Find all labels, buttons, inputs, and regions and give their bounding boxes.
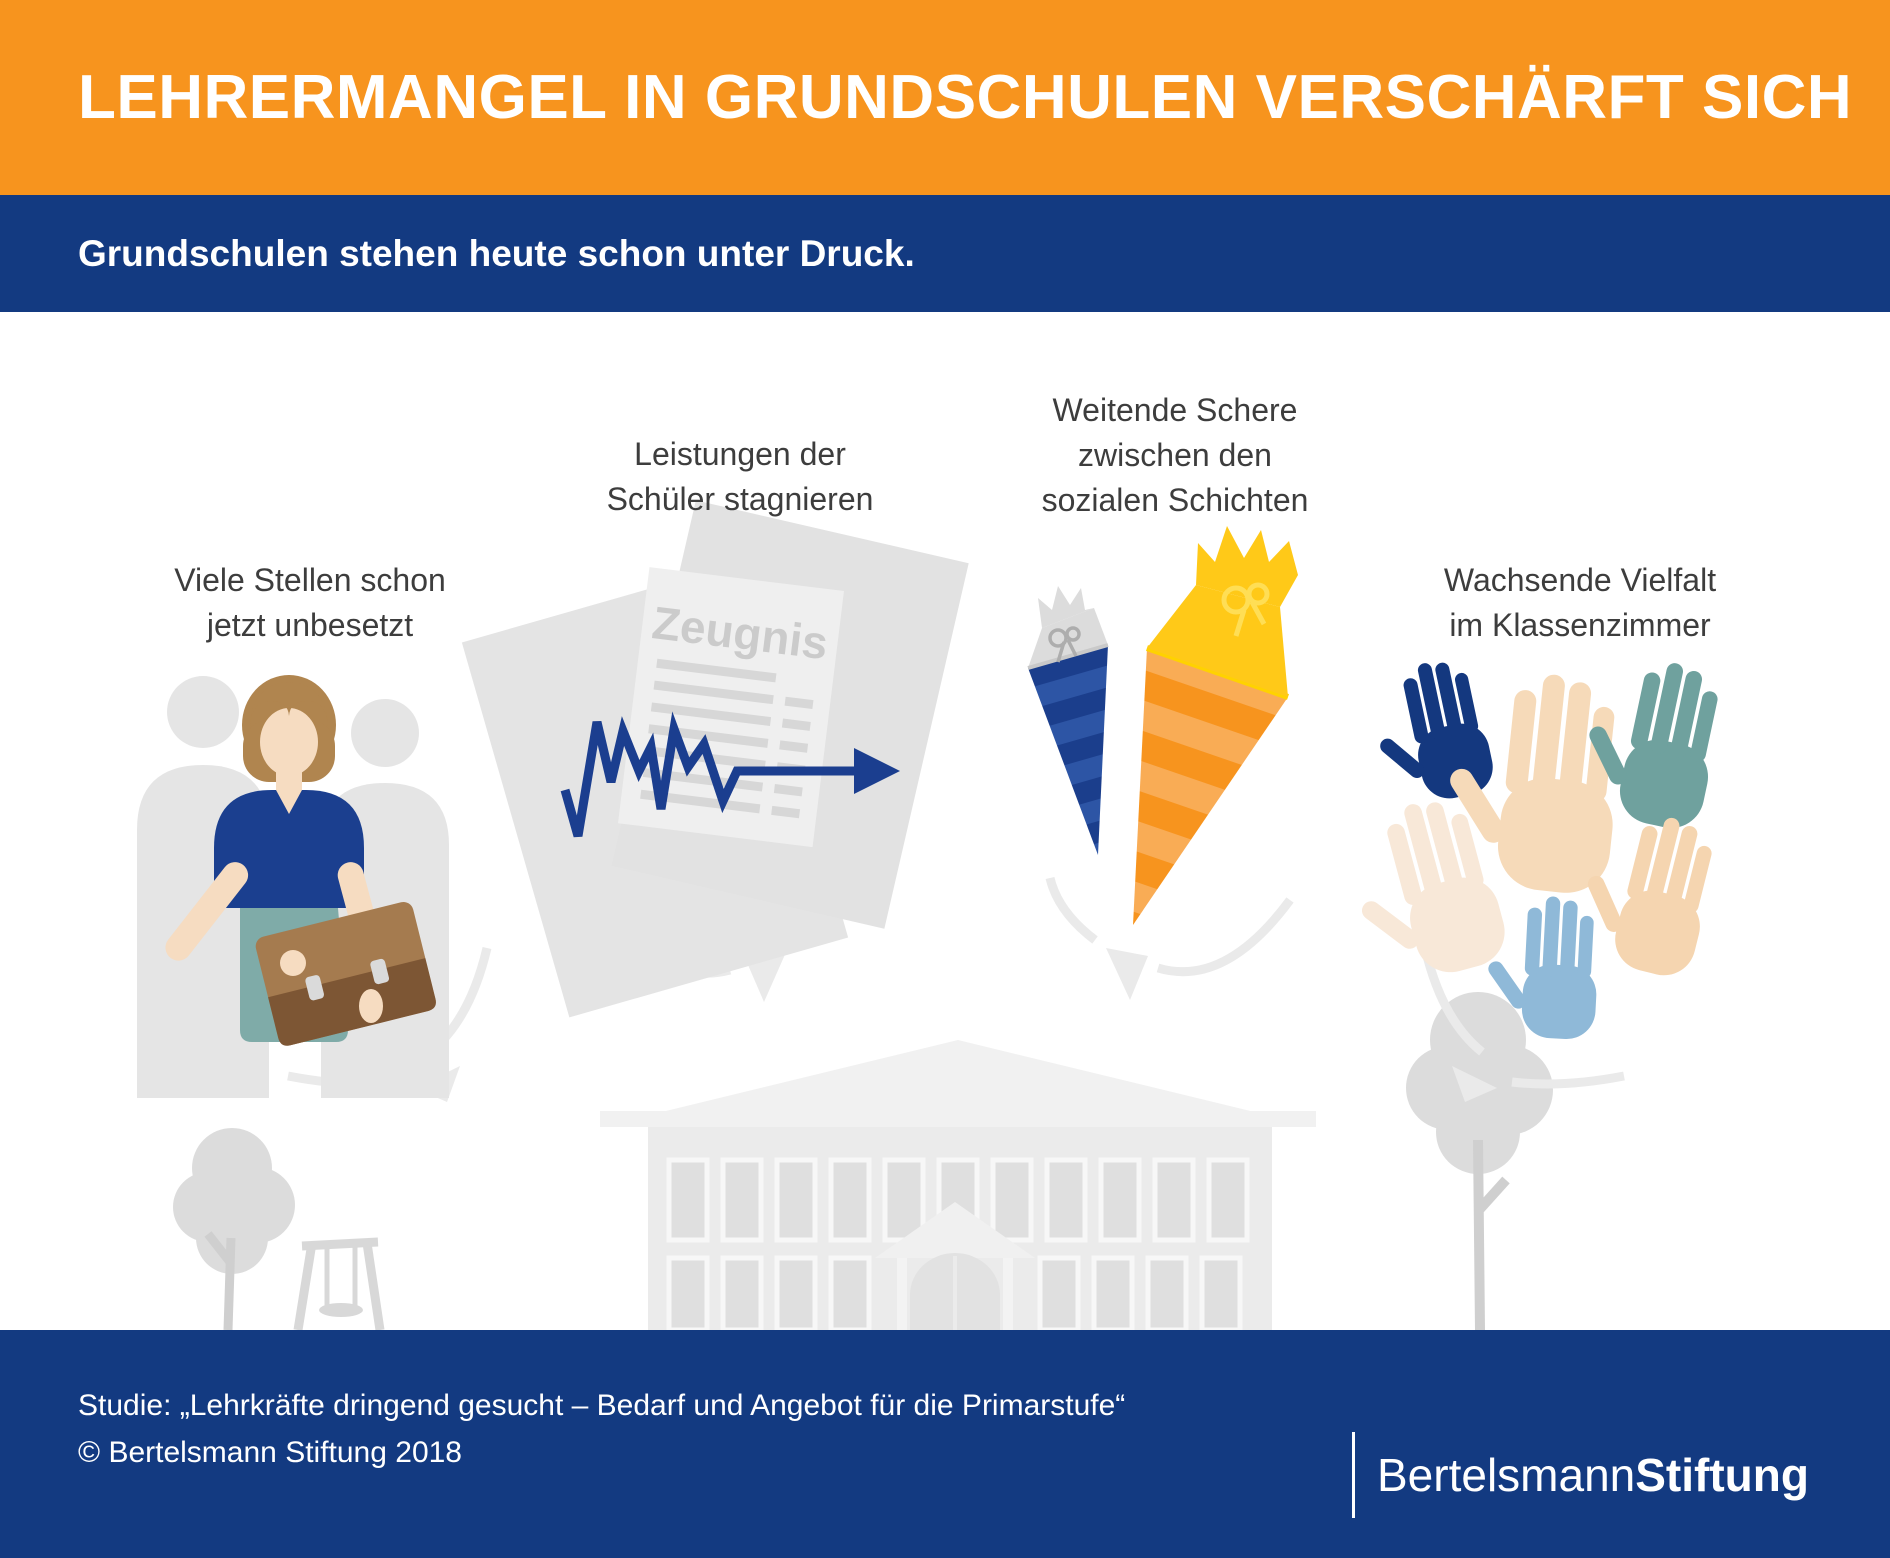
logo-text: BertelsmannStiftung [1377,1448,1809,1502]
caption-line: jetzt unbesetzt [206,607,414,643]
cone-bow-icon [1048,626,1081,663]
study-title: Studie: „Lehrkräfte dringend gesucht – B… [78,1389,1126,1422]
logo-text-bold: Stiftung [1635,1449,1809,1501]
large-school-cone [1133,526,1298,925]
caption-line: zwischen den [1078,437,1272,473]
logo-text-regular: Bertelsmann [1377,1449,1636,1501]
swing-illustration [293,1237,385,1330]
caption-line: Weitende Schere [1052,392,1298,428]
illustration-canvas: Zeugnis [137,500,1731,1330]
caption-line: im Klassenzimmer [1449,607,1711,643]
caption-line: Wachsende Vielfalt [1443,562,1717,598]
bertelsmann-stiftung-logo: BertelsmannStiftung [1352,1432,1809,1518]
school-eaves [600,1111,1316,1127]
arc-arrow-icon [1045,876,1294,1000]
page-title: LEHRERMANGEL IN GRUNDSCHULEN VERSCHÄRFT … [78,63,1853,132]
tree-right [1406,992,1553,1330]
footer-band: Studie: „Lehrkräfte dringend gesucht – B… [0,1330,1890,1558]
subheader-band: Grundschulen stehen heute schon unter Dr… [0,195,1890,312]
logo-divider-bar [1352,1432,1355,1518]
caption-line: Leistungen der [634,436,846,472]
briefcase-icon [255,901,436,1046]
school-roof [608,1040,1308,1125]
flatline-arrow-icon [560,711,900,838]
cone-bow-icon [1221,582,1270,637]
diverse-hands-illustration [1334,647,1731,1041]
school-upper-windows [666,1157,1250,1243]
header-band: LEHRERMANGEL IN GRUNDSCHULEN VERSCHÄRFT … [0,0,1890,195]
teacher-shortage-illustration [137,675,449,1098]
report-card-sheet: Zeugnis [618,567,844,848]
study-copyright: © Bertelsmann Stiftung 2018 [78,1436,462,1469]
caption-line: Schüler stagnieren [606,481,874,517]
main-canvas: Zeugnis [0,312,1890,1330]
caption-social-gap: Weitende Schere zwischen den sozialen Sc… [975,388,1375,523]
caption-line: Viele Stellen schon [174,562,446,598]
caption-line: sozialen Schichten [1041,482,1309,518]
caption-classroom-diversity: Wachsende Vielfalt im Klassenzimmer [1380,558,1780,648]
school-lower-windows [666,1255,1243,1330]
school-building-illustration [173,992,1553,1330]
school-entrance [875,1202,1035,1330]
school-cones-illustration [1027,526,1298,925]
tree-left [173,1128,295,1330]
report-card-illustration: Zeugnis [461,500,969,1018]
subtitle: Grundschulen stehen heute schon unter Dr… [78,232,915,274]
caption-unfilled-positions: Viele Stellen schon jetzt unbesetzt [110,558,510,648]
small-school-cone [1027,586,1109,855]
teacher-figure [165,675,436,1046]
study-citation: Studie: „Lehrkräfte dringend gesucht – B… [78,1382,1125,1476]
caption-stagnating-performance: Leistungen der Schüler stagnieren [540,432,940,522]
